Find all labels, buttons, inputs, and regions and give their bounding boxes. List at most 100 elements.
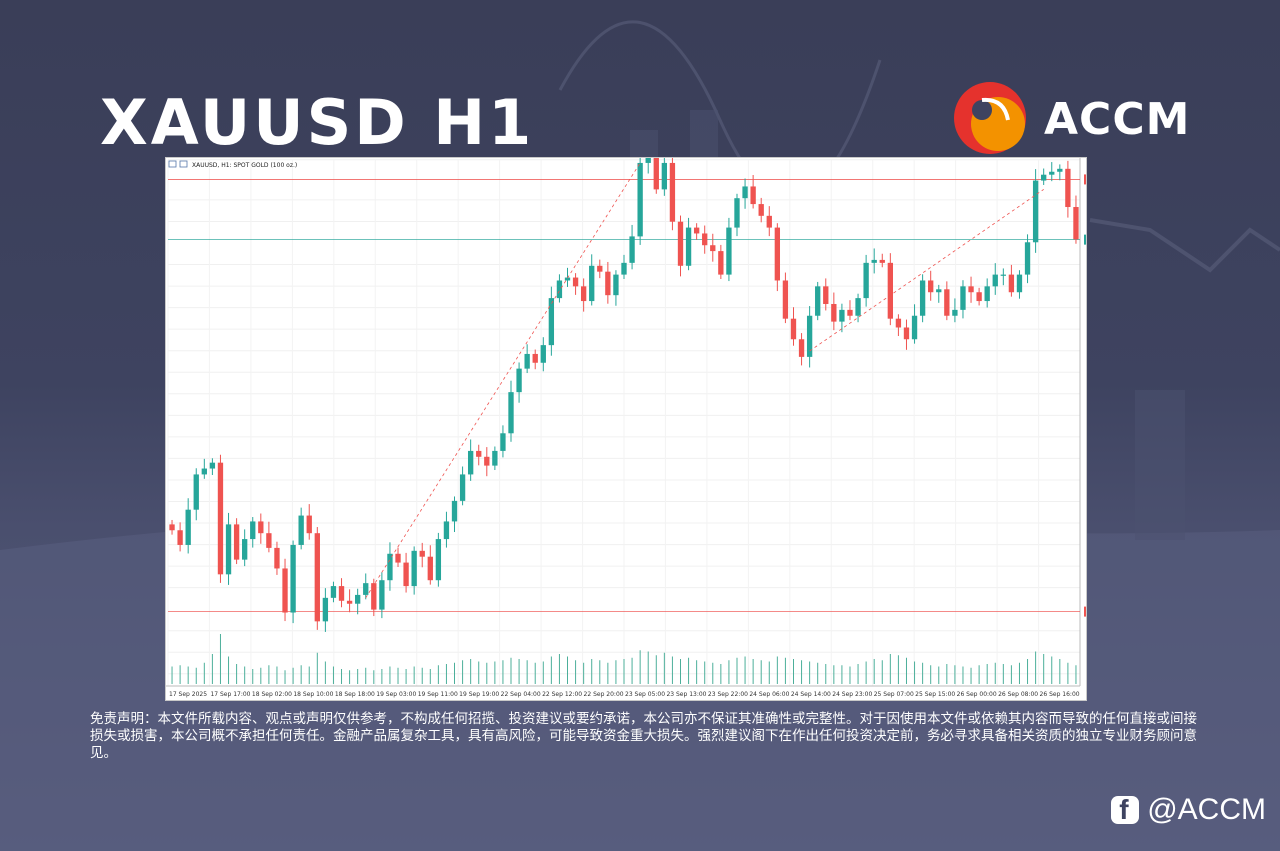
candle-body [540,345,546,363]
candle-body [815,286,821,316]
candle-body [903,327,910,340]
candle-body [169,524,175,531]
candle-body [952,309,958,316]
page-title: XAUUSD H1 [100,86,535,159]
candle-body [693,227,700,234]
candle-body [637,162,643,237]
candle-body [250,521,256,540]
chart-panel: 3791.073777.413770.083755.423748.093740.… [165,147,1112,701]
candle-body [548,298,555,346]
x-tick-label: 22 Sep 12:00 [542,691,582,698]
candle-body [371,583,377,610]
x-tick-label: 22 Sep 04:00 [501,691,541,698]
candle-body [379,580,385,610]
candle-body [589,265,595,302]
candle-body [403,562,409,587]
x-tick-label: 22 Sep 20:00 [584,691,624,698]
social-handle-text: @ACCM [1147,793,1266,826]
candle-body [661,162,668,190]
candle-body [282,568,288,613]
chart-icon [168,160,177,168]
candle-body [1008,274,1015,293]
candle-body [911,315,918,340]
candle-body [1057,168,1063,172]
x-tick-label: 26 Sep 00:00 [957,691,997,698]
x-tick-label: 18 Sep 10:00 [293,691,333,698]
candle-body [710,245,716,252]
candle-body [298,515,304,545]
x-tick-label: 25 Sep 15:00 [915,691,955,698]
trend-arrow [809,189,1044,352]
trend-arrow [365,162,641,599]
candle-body [669,162,676,222]
candle-body [572,277,579,287]
candle-body [435,539,442,581]
candle-body [1049,171,1055,175]
candle-body [419,550,425,557]
candle-body [363,583,369,595]
candle-body [580,286,587,302]
candle-body [855,298,861,316]
x-tick-label: 24 Sep 06:00 [749,691,789,698]
candle-body [193,474,199,510]
candle-body [532,353,538,363]
x-tick-label: 23 Sep 22:00 [708,691,748,698]
candle-body [266,533,272,548]
candle-body [1024,242,1031,275]
candle-body [564,277,571,281]
candle-body [1016,274,1023,293]
candle-body [314,533,320,622]
candle-body [306,515,312,534]
x-tick-label: 26 Sep 08:00 [998,691,1038,698]
candle-body [677,221,684,266]
candle-body [726,227,732,275]
candle-body [968,286,974,293]
disclaimer-text: 免责声明：本文件所载内容、观点或声明仅供参考，不构成任何招揽、投资建议或要约承诺… [90,711,1197,761]
candle-body [944,289,950,316]
candle-body [1065,168,1071,208]
candle-body [1041,174,1047,181]
candle-body [242,539,248,560]
candle-body [427,556,433,581]
candle-body [177,530,183,545]
candle-body [338,586,345,601]
candle-body [185,509,191,545]
candle-body [322,597,329,622]
candlestick-chart: 3791.073777.413770.083755.423748.093740.… [166,147,1112,698]
x-tick-label: 24 Sep 23:00 [832,691,872,698]
candle-body [871,259,877,263]
candle-body [847,309,853,316]
candle-body [556,280,563,299]
candle-body [790,318,797,340]
candle-body [597,265,603,272]
candle-body [387,553,393,581]
x-tick-label: 19 Sep 19:00 [459,691,499,698]
candle-body [395,553,401,563]
facebook-icon: f [1111,794,1140,825]
candle-body [629,236,635,263]
candle-body [879,259,885,263]
chart-info-label: XAUUSD, H1: SPOT GOLD (100 oz.) [192,162,297,169]
candle-body [742,186,748,199]
candle-body [605,271,611,296]
candle-body [831,303,837,322]
x-tick-label: 17 Sep 17:00 [210,691,250,698]
brand-logo: ACCM [952,80,1192,156]
social-handle[interactable]: f @ACCM [1111,790,1266,830]
candle-body [766,215,772,228]
candle-body [653,157,659,190]
candle-body [330,586,337,598]
candle-body [355,594,361,604]
candle-body [758,204,764,216]
candle-body [992,274,998,287]
candle-body [774,227,781,281]
x-tick-label: 18 Sep 18:00 [335,691,375,698]
candle-body [484,456,490,466]
candle-body [201,468,207,475]
candle-body [621,262,627,275]
candle-body [516,368,522,393]
candle-body [887,262,893,319]
accm-logo-icon [954,82,1026,154]
candle-body [928,280,934,293]
candle-body [645,157,651,163]
